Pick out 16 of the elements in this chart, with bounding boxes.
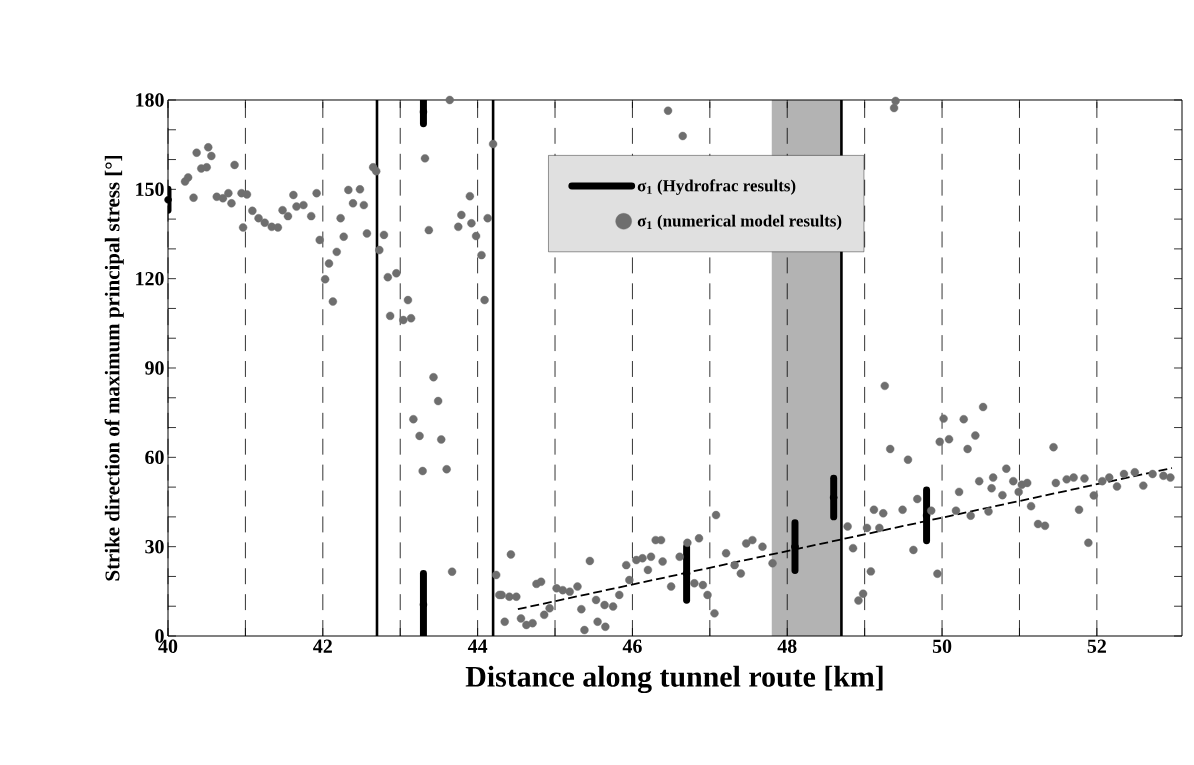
y-tick-label: 150 xyxy=(136,182,164,197)
legend-label: σ$_{1}$ (numerical model results) xyxy=(637,214,842,231)
x-tick-label: 50 xyxy=(932,639,952,653)
y-tick-label: 120 xyxy=(136,271,164,286)
x-tick-label: 46 xyxy=(622,639,642,653)
y-tick-label: 180 xyxy=(136,93,164,107)
x-tick-label: 48 xyxy=(777,639,797,653)
y-tick-label: 60 xyxy=(145,450,164,465)
x-axis-title: Distance along tunnel route [km] xyxy=(465,665,883,694)
x-tick-label: 52 xyxy=(1087,639,1106,653)
legend-label: σ$_{1}$ (Hydrofrac results) xyxy=(637,179,796,195)
y-tick-label: 90 xyxy=(145,361,164,375)
x-tick-label: 44 xyxy=(467,639,488,653)
y-axis-title: Strike direction of maximum principal stress [°] xyxy=(104,155,124,581)
y-tick-label: 30 xyxy=(145,539,164,554)
x-tick-label: 42 xyxy=(313,639,332,653)
